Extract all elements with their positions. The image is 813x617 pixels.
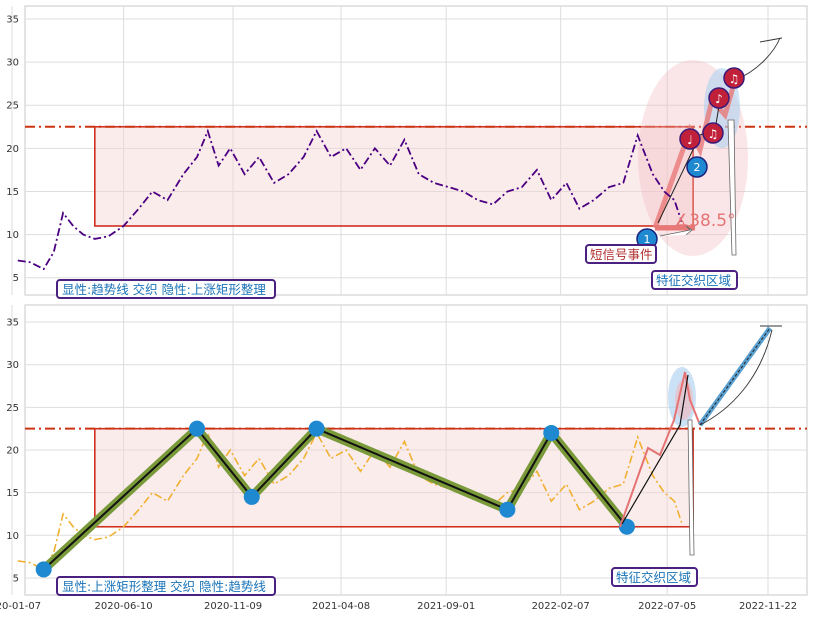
note-marker-a	[679, 128, 701, 150]
note-marker-c-label: ♪	[715, 92, 723, 106]
bottom-legend-text: 显性:上涨矩形整理 交织 隐性:趋势线	[62, 579, 266, 594]
y-tick-label: 35	[6, 14, 19, 25]
zigzag-node	[308, 420, 325, 437]
short-signal-text: 短信号事件	[590, 247, 653, 262]
top-panel: 5 10 15 20 25 30 35 1 2 ♩ ♫ ♪ ♫ ∡38.5° 显性:趋势线 …	[6, 5, 808, 299]
note-marker-d-label: ♫	[729, 72, 740, 86]
top-rectangle-pattern	[94, 125, 694, 227]
top-plot-area	[24, 5, 808, 296]
x-tick-label: 2022-11-22	[739, 601, 797, 612]
note-marker-b-label: ♫	[708, 127, 719, 141]
bottom-zone-box	[611, 567, 698, 587]
y-tick-label: 15	[6, 187, 19, 198]
zigzag-node	[35, 561, 52, 578]
y-tick-label: 15	[6, 488, 19, 499]
signal-marker-2	[686, 156, 708, 178]
bottom-zigzag-nodes	[35, 420, 635, 578]
note-marker-a-label: ♩	[687, 133, 693, 147]
bottom-pointer-arrow	[687, 419, 695, 556]
bottom-curve	[699, 325, 782, 426]
note-marker-d	[723, 67, 745, 89]
x-tick-label: 2021-09-01	[417, 601, 475, 612]
top-pointer-arrow	[727, 119, 737, 256]
signal-marker-1-label: 1	[644, 233, 651, 246]
bottom-legend-box	[56, 576, 276, 596]
bottom-y-ticks: 5 10 15 20 25 30 35	[6, 318, 19, 585]
x-tick-label: 2022-07-05	[638, 601, 696, 612]
x-tick-label: 2020-01-07	[0, 601, 41, 612]
angle-label: ∡38.5°	[674, 211, 736, 231]
zigzag-node	[543, 424, 560, 441]
y-tick-label: 25	[6, 403, 19, 414]
y-tick-label: 10	[6, 230, 19, 241]
short-signal-box	[585, 244, 657, 264]
bottom-zone-text: 特征交织区域	[616, 570, 691, 585]
top-legend-text: 显性:趋势线 交织 隐性:上涨矩形整理	[62, 282, 266, 297]
top-price-series	[17, 128, 683, 271]
y-tick-label: 30	[6, 58, 19, 69]
top-zone-box	[651, 270, 738, 290]
y-tick-label: 25	[6, 101, 19, 112]
zigzag-node	[499, 501, 516, 518]
x-tick-label: 2020-06-10	[95, 601, 153, 612]
bottom-trend-arrow	[697, 326, 773, 427]
note-marker-b	[702, 122, 724, 144]
bottom-x-ticks: 2020-01-07 2020-06-10 2020-11-09 2021-04-08…	[0, 601, 797, 612]
x-tick-label: 2020-11-09	[204, 601, 262, 612]
top-legend-box	[56, 279, 276, 299]
top-pointer-arrow-small	[659, 225, 693, 237]
bottom-rectangle-pattern	[94, 427, 694, 528]
y-tick-label: 20	[6, 144, 19, 155]
bottom-signal-path	[619, 371, 701, 528]
zigzag-node	[189, 420, 206, 437]
bottom-panel: 5 10 15 20 25 30 35 2020-01-07 2020-06-10 2020-1…	[0, 304, 808, 612]
zigzag-node	[243, 488, 260, 505]
x-tick-label: 2021-04-08	[312, 601, 370, 612]
signal-marker-2-label: 2	[694, 161, 701, 174]
top-zone-text: 特征交织区域	[656, 273, 731, 288]
y-tick-label: 35	[6, 318, 19, 329]
note-marker-c	[708, 87, 730, 109]
y-tick-label: 5	[13, 573, 19, 584]
y-tick-label: 30	[6, 360, 19, 371]
top-y-ticks: 5 10 15 20 25 30 35	[6, 14, 19, 284]
y-tick-label: 10	[6, 531, 19, 542]
y-tick-label: 20	[6, 446, 19, 457]
bottom-signal-thin	[621, 374, 689, 525]
x-tick-label: 2022-02-07	[532, 601, 590, 612]
bottom-price-series	[17, 430, 683, 571]
y-tick-label: 5	[13, 273, 19, 284]
